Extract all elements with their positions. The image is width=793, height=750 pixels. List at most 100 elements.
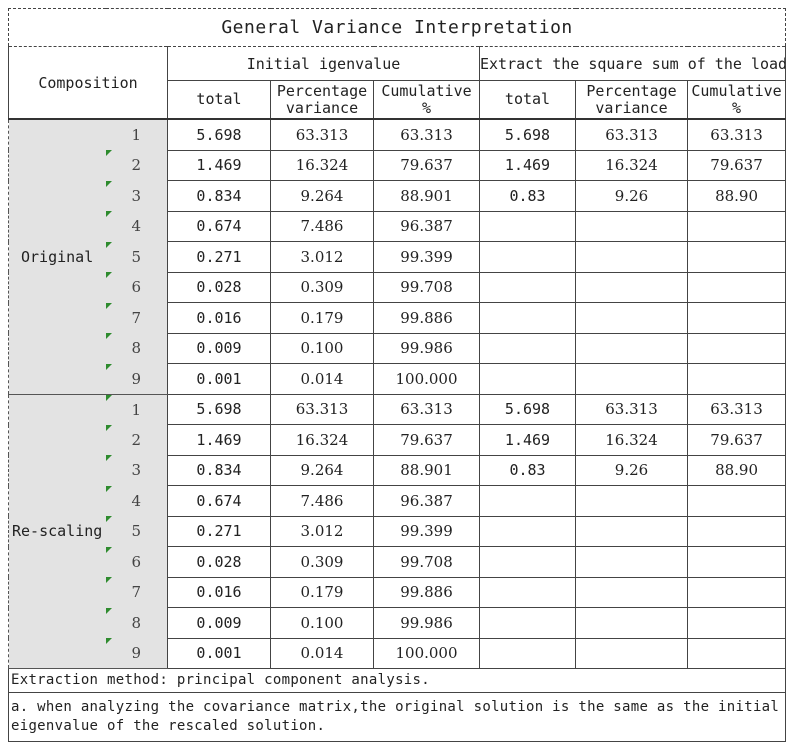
header-text: Cumulative	[381, 81, 472, 100]
component-number-text: 4	[131, 491, 142, 510]
component-number-text: 6	[131, 278, 142, 297]
initial-total-cell: 5.698	[167, 393, 271, 425]
initial-eigenvalue-header: Initial igenvalue	[167, 46, 480, 81]
header-text: variance	[285, 98, 359, 117]
extract-cumulative-cell: 79.637	[686, 424, 787, 456]
extract-total-cell	[479, 637, 576, 669]
extract-total-cell	[479, 241, 576, 273]
initial-total-cell: 5.698	[167, 118, 271, 151]
component-number: 1	[105, 119, 168, 150]
comment-marker-icon	[105, 302, 112, 309]
component-number-text: 9	[131, 369, 142, 388]
initial-cumulative-cell: 79.637	[373, 424, 480, 456]
table-row: 7 0.016 0.179 99.886	[9, 576, 787, 608]
extract-total-cell	[479, 271, 576, 303]
comment-marker-icon	[105, 211, 112, 217]
table-row: 5 0.271 3.012 99.399	[9, 241, 787, 273]
component-number: 3	[105, 455, 168, 486]
initial-cumulative-cell: 99.399	[373, 241, 480, 273]
extract-total-cell	[479, 332, 576, 364]
extract-percentage-cell	[575, 210, 688, 242]
initial-percentage-cell: 0.309	[270, 271, 374, 303]
component-number: 4	[105, 211, 168, 242]
extraction-method-note: Extraction method: principal component a…	[7, 668, 787, 693]
comment-marker-icon	[105, 455, 112, 461]
initial-total-cell: 0.674	[167, 485, 271, 517]
component-number-text: 9	[131, 644, 142, 662]
extract-total-cell: 5.698	[479, 393, 576, 425]
group-label: Original	[8, 119, 106, 395]
initial-total-cell: 0.009	[167, 332, 271, 364]
extract-total-cell	[479, 363, 576, 395]
extract-percentage-cell	[575, 515, 688, 547]
initial-percentage-cell: 0.100	[270, 607, 374, 639]
extract-percentage-cell: 16.324	[575, 424, 688, 456]
extract-cumulative-cell	[686, 576, 787, 608]
initial-total-cell: 0.271	[167, 515, 271, 547]
initial-cumulative-cell: 63.313	[373, 393, 480, 425]
table-row: Original 1 5.698 63.313 63.313 5.698 63.313 63.…	[8, 118, 787, 395]
table-row: 8 0.009 0.100 99.986	[9, 332, 787, 364]
table-row: 3 0.834 9.264 88.901 0.83 9.26 88.90	[9, 454, 787, 486]
variance-table: General Variance Interpretation Composit…	[7, 8, 787, 742]
extract-cumulative-cell	[686, 302, 787, 334]
component-number: 6	[105, 546, 168, 577]
component-number-text: 1	[131, 126, 142, 144]
initial-percentage-cell: 0.014	[270, 363, 374, 395]
component-number-text: 3	[131, 186, 142, 205]
table-row: 2 1.469 16.324 79.637 1.469 16.324 79.637	[9, 149, 787, 181]
extract-cumulative-cell	[686, 271, 787, 303]
component-number: 8	[105, 607, 168, 638]
table-row: 6 0.028 0.309 99.708	[9, 546, 787, 578]
table-row: 4 0.674 7.486 96.387	[9, 485, 787, 517]
extract-cumulative-cell	[686, 515, 787, 547]
extract-percentage-cell: 63.313	[575, 118, 688, 151]
component-number-text: 2	[131, 430, 142, 449]
comment-marker-icon	[105, 180, 112, 187]
initial-cumulative-cell: 99.986	[373, 607, 480, 639]
comment-marker-icon	[105, 333, 112, 339]
group-label: Re-scaling	[8, 394, 106, 669]
extract-percentage-cell	[575, 546, 688, 578]
extract-percentage-header: Percentage variance	[575, 80, 688, 120]
component-number-text: 4	[131, 217, 142, 236]
initial-percentage-cell: 0.179	[270, 302, 374, 334]
initial-cumulative-cell: 99.886	[373, 576, 480, 608]
initial-total-cell: 0.001	[167, 363, 271, 395]
initial-percentage-cell: 9.264	[270, 180, 374, 212]
extract-percentage-cell: 9.26	[575, 180, 688, 212]
table-row: 2 1.469 16.324 79.637 1.469 16.324 79.637	[9, 424, 787, 456]
comment-marker-icon	[105, 516, 112, 522]
comment-marker-icon	[105, 638, 112, 644]
header-text: Percentage	[586, 81, 677, 100]
extract-percentage-cell	[575, 332, 688, 364]
initial-cumulative-cell: 99.399	[373, 515, 480, 547]
extract-total-cell	[479, 515, 576, 547]
initial-total-cell: 0.834	[167, 454, 271, 486]
initial-percentage-cell: 16.324	[270, 149, 374, 181]
extract-cumulative-cell: 63.313	[686, 393, 787, 425]
component-number: 6	[105, 272, 168, 303]
extract-total-cell	[479, 485, 576, 517]
component-number-text: 8	[131, 613, 142, 632]
extract-percentage-cell: 9.26	[575, 454, 688, 486]
component-number-text: 3	[131, 461, 142, 480]
comment-marker-icon	[105, 272, 112, 278]
initial-total-cell: 0.016	[167, 302, 271, 334]
initial-total-cell: 0.001	[167, 637, 271, 669]
component-number-text: 5	[131, 247, 142, 266]
initial-cumulative-cell: 96.387	[373, 210, 480, 242]
initial-cumulative-cell: 88.901	[373, 180, 480, 212]
comment-marker-icon	[105, 485, 112, 492]
extract-percentage-cell	[575, 241, 688, 273]
extract-percentage-cell	[575, 302, 688, 334]
extract-cumulative-cell: 88.90	[686, 180, 787, 212]
extract-total-cell	[479, 210, 576, 242]
table-row: 3 0.834 9.264 88.901 0.83 9.26 88.90	[9, 180, 787, 212]
extract-cumulative-header: Cumulative%	[686, 80, 787, 120]
initial-cumulative-cell: 99.986	[373, 332, 480, 364]
header-text: %	[421, 98, 432, 117]
initial-percentage-cell: 63.313	[270, 393, 374, 425]
initial-total-cell: 0.016	[167, 576, 271, 608]
variance-table-document: General Variance Interpretation Composit…	[7, 8, 787, 742]
